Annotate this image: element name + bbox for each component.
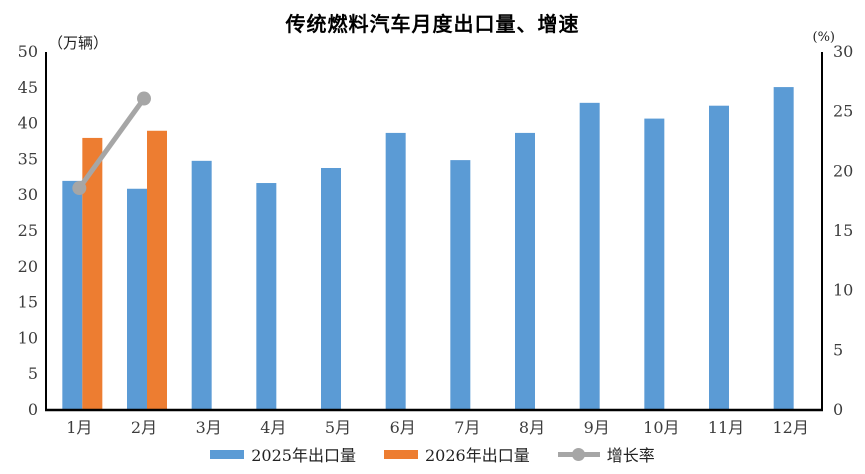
x-axis-label-5月: 5月 — [325, 418, 351, 437]
legend-growth-line-icon — [557, 447, 600, 461]
legend-label-2025: 2025年出口量 — [251, 446, 356, 465]
right-axis-tick-20: 20 — [833, 161, 853, 180]
left-axis-tick-35: 35 — [18, 149, 38, 168]
left-axis-tick-40: 40 — [18, 114, 38, 133]
bar-2026-1月 — [82, 137, 103, 411]
bar-2025-7月 — [450, 160, 471, 410]
x-axis-label-8月: 8月 — [519, 418, 545, 437]
legend-growth-dot-icon — [571, 447, 585, 461]
right-axis-unit-label: (%) — [812, 30, 836, 45]
legend: 2025年出口量 2026年出口量 增长率 — [0, 442, 865, 466]
left-axis-tick-10: 10 — [18, 328, 38, 347]
bar-2025-5月 — [321, 167, 341, 410]
right-axis-tick-30: 30 — [833, 42, 853, 61]
right-axis-tick-10: 10 — [833, 281, 853, 300]
left-axis-tick-45: 45 — [18, 78, 38, 97]
growth-marker-2 — [137, 91, 151, 106]
right-axis-tick-0: 0 — [833, 400, 843, 419]
bar-2025-9月 — [579, 102, 600, 410]
legend-item-2026: 2026年出口量 — [383, 442, 530, 466]
legend-label-2026: 2026年出口量 — [424, 446, 530, 465]
x-axis-label-12月: 12月 — [772, 418, 808, 437]
bar-2025-8月 — [515, 132, 535, 410]
x-axis-label-4月: 4月 — [260, 418, 286, 437]
chart-title: 传统燃料汽车月度出口量、增速 — [285, 12, 580, 36]
x-axis-label-3月: 3月 — [196, 418, 222, 437]
x-axis-label-6月: 6月 — [390, 418, 416, 437]
left-axis-tick-5: 5 — [28, 364, 38, 383]
bar-2025-11月 — [709, 105, 729, 410]
growth-marker-1 — [72, 181, 87, 196]
left-axis-tick-30: 30 — [18, 185, 38, 204]
plot-canvas: 0 5 10 15 20 25 30 35 40 45 50 0 5 10 15 20 25 30 1月 2月 3月 4月… — [18, 42, 854, 437]
x-axis-label-7月: 7月 — [454, 418, 480, 437]
right-axis-tick-5: 5 — [833, 340, 843, 359]
x-axis-label-10月: 10月 — [643, 418, 679, 437]
x-axis-label-1月: 1月 — [66, 418, 92, 437]
left-axis-unit-label: （万辆） — [48, 34, 109, 52]
bar-2025-10月 — [644, 118, 665, 410]
bar-2025-3月 — [191, 160, 212, 410]
left-axis-tick-0: 0 — [28, 400, 38, 419]
x-axis-label-2月: 2月 — [131, 418, 157, 437]
right-axis-tick-15: 15 — [833, 221, 853, 240]
left-axis-tick-25: 25 — [18, 221, 38, 240]
growth-rate-line — [77, 97, 147, 190]
legend-item-2025: 2025年出口量 — [210, 442, 356, 466]
legend-label-growth: 增长率 — [606, 446, 655, 465]
legend-swatch-2025-icon — [210, 449, 245, 459]
left-axis-tick-50: 50 — [18, 42, 38, 61]
bar-2025-2月 — [127, 188, 147, 410]
bar-2025-12月 — [773, 87, 794, 411]
legend-item-growth: 增长率 — [557, 442, 655, 466]
bar-2025-1月 — [62, 180, 83, 410]
x-axis-label-11月: 11月 — [708, 418, 744, 437]
left-axis-tick-15: 15 — [18, 293, 38, 312]
left-axis-tick-20: 20 — [18, 257, 38, 276]
bar-2026-2月 — [147, 130, 167, 410]
right-axis-tick-25: 25 — [833, 102, 853, 121]
bar-2025-4月 — [256, 183, 277, 410]
x-axis-label-9月: 9月 — [584, 418, 610, 437]
legend-swatch-2026-icon — [383, 449, 418, 459]
bar-2025-6月 — [385, 132, 406, 410]
